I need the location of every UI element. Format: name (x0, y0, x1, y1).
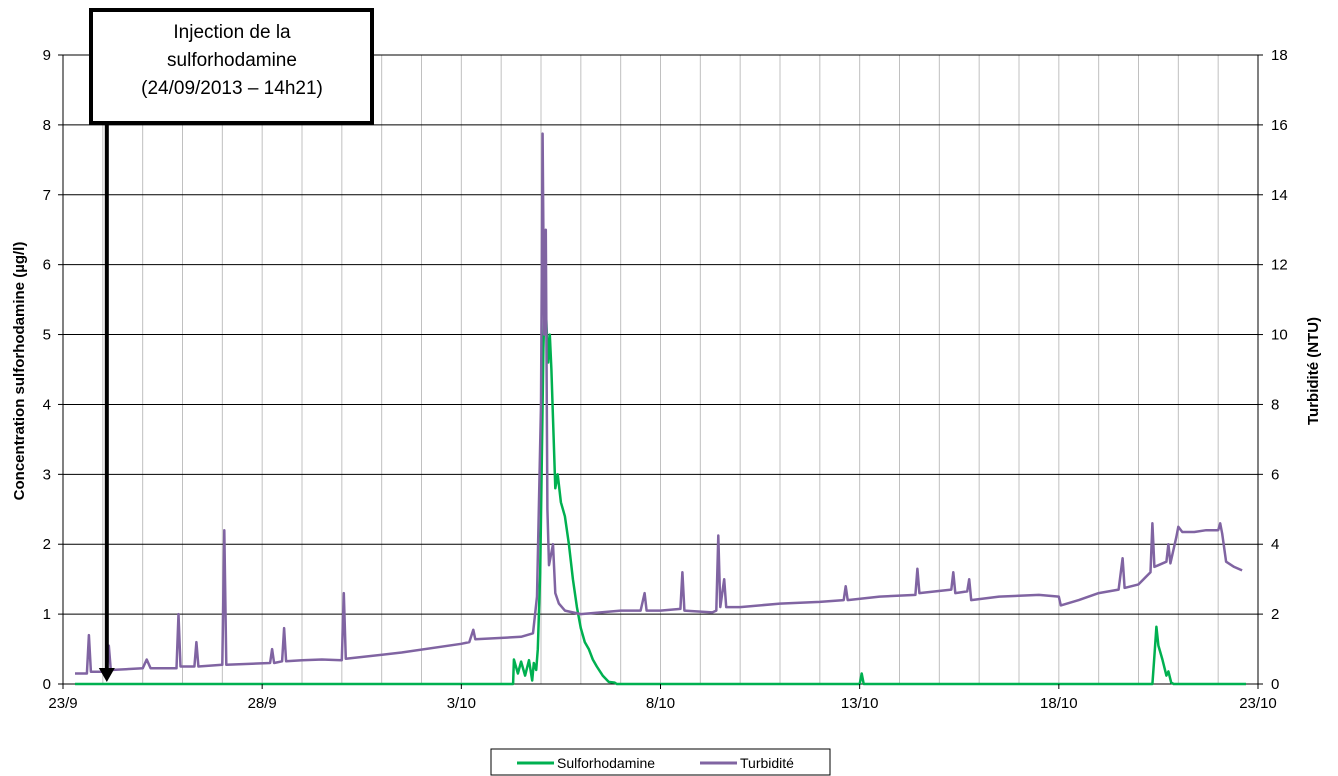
y-right-tick-label: 0 (1271, 676, 1279, 693)
x-axis-ticks: 23/9 28/9 3/10 8/10 13/10 18/10 23/10 (48, 684, 1277, 712)
y-right-tick-label: 14 (1271, 187, 1288, 204)
x-tick-label: 23/10 (1239, 695, 1277, 712)
y-left-tick-label: 2 (43, 536, 51, 553)
y-right-tick-label: 6 (1271, 466, 1279, 483)
x-tick-label: 13/10 (841, 695, 879, 712)
y-left-tick-label: 5 (43, 327, 51, 344)
annotation-line-1: Injection de la (173, 22, 291, 43)
legend-label-sulforhodamine: Sulforhodamine (557, 755, 655, 771)
x-tick-label: 3/10 (447, 695, 476, 712)
grid (62, 54, 1259, 685)
series-line-turbidite (75, 132, 1243, 675)
y-right-tick-label: 4 (1271, 536, 1279, 553)
y-axis-right-title: Turbidité (NTU) (1305, 317, 1322, 425)
left-axis-ticks: 0 1 2 3 4 5 6 7 8 9 (43, 47, 63, 693)
y-right-tick-label: 10 (1271, 327, 1288, 344)
y-right-tick-label: 8 (1271, 396, 1279, 413)
series-layer (75, 132, 1246, 686)
annotation-arrow-head (98, 668, 115, 682)
series-line-sulforhodamine (75, 287, 1246, 686)
injection-annotation: Injection de la sulforhodamine (24/09/20… (89, 8, 374, 682)
y-right-tick-label: 18 (1271, 47, 1288, 64)
y-left-tick-label: 6 (43, 257, 51, 274)
x-tick-label: 23/9 (48, 695, 77, 712)
y-left-tick-label: 8 (43, 117, 51, 134)
y-left-tick-label: 7 (43, 187, 51, 204)
x-tick-label: 28/9 (248, 695, 277, 712)
y-right-tick-label: 2 (1271, 606, 1279, 623)
legend: Sulforhodamine Turbidité (490, 748, 831, 776)
legend-label-turbidite: Turbidité (740, 755, 794, 771)
y-axis-left-title: Concentration sulforhodamine (µg/l) (11, 242, 28, 501)
y-left-tick-label: 1 (43, 606, 51, 623)
x-tick-label: 8/10 (646, 695, 675, 712)
x-tick-label: 18/10 (1040, 695, 1078, 712)
annotation-box (89, 8, 374, 125)
y-left-tick-label: 9 (43, 47, 51, 64)
y-right-tick-label: 12 (1271, 257, 1288, 274)
annotation-line-2: sulforhodamine (167, 50, 297, 71)
y-left-tick-label: 3 (43, 466, 51, 483)
y-right-tick-label: 16 (1271, 117, 1288, 134)
annotation-line-3: (24/09/2013 – 14h21) (141, 78, 323, 99)
right-axis-ticks: 0 2 4 6 8 10 12 14 16 18 (1258, 47, 1288, 693)
y-left-tick-label: 4 (43, 396, 51, 413)
y-left-tick-label: 0 (43, 676, 51, 693)
